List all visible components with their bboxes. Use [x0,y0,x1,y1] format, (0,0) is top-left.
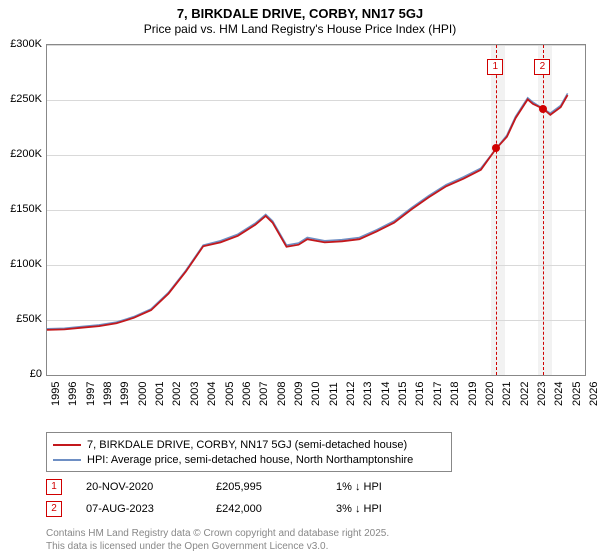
xtick-label: 2013 [362,382,374,406]
legend-box: 7, BIRKDALE DRIVE, CORBY, NN17 5GJ (semi… [46,432,452,472]
attribution-line2: This data is licensed under the Open Gov… [46,541,389,554]
xtick-label: 1999 [119,382,131,406]
transaction-date: 20-NOV-2020 [86,481,216,493]
xtick-label: 2007 [258,382,270,406]
xtick-label: 2023 [536,382,548,406]
xtick-label: 2014 [380,382,392,406]
xtick-label: 2011 [328,382,340,406]
event-marker: 2 [534,59,550,75]
legend-swatch [53,444,81,446]
ytick-label: £100K [2,258,42,270]
xtick-label: 2021 [501,382,513,406]
xtick-label: 2012 [345,382,357,406]
xtick-label: 2008 [276,382,288,406]
ytick-label: £50K [2,313,42,325]
legend-label: HPI: Average price, semi-detached house,… [87,454,413,466]
xtick-label: 1995 [50,382,62,406]
xtick-label: 2015 [397,382,409,406]
xtick-label: 2001 [154,382,166,406]
xtick-label: 2016 [414,382,426,406]
xtick-label: 2019 [467,382,479,406]
line-plot [47,45,585,375]
ytick-label: £200K [2,148,42,160]
xtick-label: 2026 [588,382,600,406]
title-block: 7, BIRKDALE DRIVE, CORBY, NN17 5GJ Price… [0,0,600,36]
xtick-label: 2022 [519,382,531,406]
legend-swatch [53,459,81,461]
event-vline [543,45,544,375]
xtick-label: 1996 [67,382,79,406]
legend-label: 7, BIRKDALE DRIVE, CORBY, NN17 5GJ (semi… [87,439,407,451]
xtick-label: 2024 [553,382,565,406]
xtick-label: 1997 [85,382,97,406]
ytick-label: £0 [2,368,42,380]
xtick-label: 2005 [224,382,236,406]
transaction-price: £242,000 [216,503,336,515]
transaction-marker: 1 [46,479,62,495]
transaction-dot [539,105,547,113]
transaction-row: 1 20-NOV-2020£205,9951% ↓ HPI [46,476,382,498]
ytick-label: £300K [2,38,42,50]
transaction-marker: 2 [46,501,62,517]
attribution-line1: Contains HM Land Registry data © Crown c… [46,528,389,541]
xtick-label: 2018 [449,382,461,406]
xtick-label: 2025 [571,382,583,406]
series-line [47,95,568,330]
xtick-label: 2003 [189,382,201,406]
chart-container: 7, BIRKDALE DRIVE, CORBY, NN17 5GJ Price… [0,0,600,560]
transaction-price: £205,995 [216,481,336,493]
xtick-label: 2000 [137,382,149,406]
transaction-date: 07-AUG-2023 [86,503,216,515]
title-sub: Price paid vs. HM Land Registry's House … [0,22,600,36]
transaction-dot [492,144,500,152]
title-main: 7, BIRKDALE DRIVE, CORBY, NN17 5GJ [0,6,600,21]
transactions-list: 1 20-NOV-2020£205,9951% ↓ HPI 2 07-AUG-2023… [46,476,382,520]
legend-row: 7, BIRKDALE DRIVE, CORBY, NN17 5GJ (semi… [53,437,445,452]
plot-area [46,44,586,376]
transaction-delta: 3% ↓ HPI [336,503,382,515]
xtick-label: 1998 [102,382,114,406]
attribution: Contains HM Land Registry data © Crown c… [46,528,389,553]
legend-row: HPI: Average price, semi-detached house,… [53,452,445,467]
xtick-label: 2009 [293,382,305,406]
xtick-label: 2006 [241,382,253,406]
event-marker: 1 [487,59,503,75]
ytick-label: £150K [2,203,42,215]
xtick-label: 2004 [206,382,218,406]
xtick-label: 2002 [171,382,183,406]
event-vline [496,45,497,375]
series-line [47,93,568,328]
xtick-label: 2017 [432,382,444,406]
xtick-label: 2010 [310,382,322,406]
ytick-label: £250K [2,93,42,105]
transaction-row: 2 07-AUG-2023£242,0003% ↓ HPI [46,498,382,520]
xtick-label: 2020 [484,382,496,406]
transaction-delta: 1% ↓ HPI [336,481,382,493]
